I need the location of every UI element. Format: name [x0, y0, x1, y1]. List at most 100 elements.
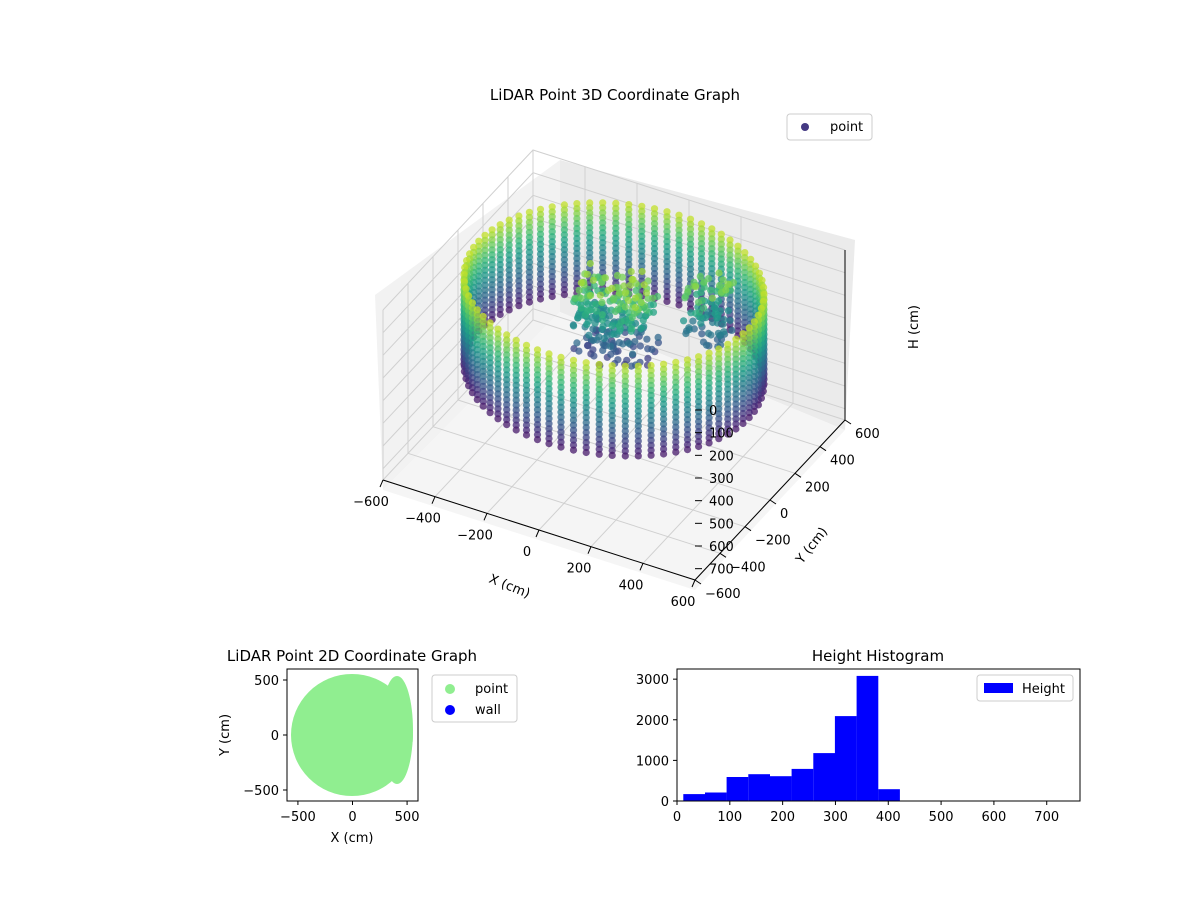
- point-3d: [481, 296, 489, 304]
- point-3d: [732, 400, 740, 408]
- point-3d: [629, 350, 637, 358]
- point-3d: [533, 376, 542, 384]
- point-3d: [621, 377, 629, 385]
- point-3d: [638, 262, 646, 270]
- point-3d: [573, 200, 581, 208]
- point-3d: [715, 435, 723, 443]
- point-3d: [732, 360, 740, 368]
- point-3d: [586, 204, 594, 212]
- point-3d: [734, 302, 742, 310]
- point-3d: [533, 436, 542, 444]
- point-3d: [582, 443, 590, 452]
- point-3d: [515, 267, 523, 275]
- point-3d: [595, 430, 603, 438]
- point-3d: [634, 422, 642, 430]
- point-3d: [697, 250, 706, 258]
- point-3d: [660, 425, 668, 433]
- point-3d: [522, 431, 531, 439]
- point-3d: [473, 336, 481, 344]
- y-axis-label-2d: Y (cm): [218, 714, 233, 757]
- point-3d: [486, 334, 494, 342]
- point-3d: [488, 226, 496, 234]
- point-3d: [557, 373, 565, 381]
- point-3d: [621, 442, 629, 450]
- point-3d: [570, 322, 578, 330]
- point-3d: [503, 421, 511, 429]
- point-3d: [488, 266, 496, 274]
- point-3d: [473, 311, 481, 319]
- point-3d: [473, 346, 481, 354]
- point-3d: [745, 359, 753, 367]
- point-3d: [705, 429, 713, 437]
- y-tick-label-3d: 400: [830, 454, 855, 469]
- point-3d: [569, 381, 578, 389]
- point-3d: [663, 233, 671, 241]
- point-3d: [724, 375, 732, 383]
- point-3d: [754, 311, 763, 319]
- point-3d: [683, 381, 692, 389]
- point-3d: [586, 219, 594, 227]
- point-3d: [473, 331, 481, 339]
- point-3d: [525, 283, 534, 291]
- point-3d: [608, 416, 616, 425]
- point-3d: [745, 379, 753, 387]
- point-3d: [745, 334, 753, 342]
- point-3d: [621, 402, 629, 410]
- legend-2d-wall-marker: [445, 705, 455, 715]
- point-3d: [512, 351, 520, 359]
- point-3d: [663, 297, 671, 305]
- x-tick-label-3d: 0: [523, 545, 531, 560]
- point-3d: [683, 391, 692, 399]
- y-tick-mark-3d: [719, 552, 727, 558]
- point-3d: [512, 361, 520, 369]
- point-3d: [719, 276, 727, 284]
- point-3d: [745, 344, 753, 352]
- point-3d: [726, 246, 734, 254]
- point-3d: [695, 353, 703, 361]
- point-3d: [573, 209, 581, 218]
- point-3d: [488, 276, 496, 284]
- x-tick-label-histogram: 200: [770, 810, 795, 825]
- point-3d: [634, 402, 642, 410]
- point-3d: [724, 390, 732, 398]
- point-3d: [569, 391, 578, 399]
- point-3d: [608, 441, 616, 450]
- point-3d: [575, 347, 583, 355]
- point-3d: [486, 364, 494, 372]
- point-3d: [486, 374, 494, 382]
- point-3d: [582, 448, 590, 457]
- y-tick-label-2d: −500: [243, 784, 279, 799]
- point-3d: [612, 234, 620, 242]
- point-3d: [481, 271, 489, 279]
- point-3d: [734, 312, 742, 320]
- y-tick-mark-3d: [844, 419, 852, 425]
- point-3d: [479, 387, 487, 395]
- point-3d: [625, 245, 633, 253]
- point-3d: [650, 245, 659, 253]
- point-3d: [612, 229, 620, 237]
- x-tick-mark-3d: [483, 513, 488, 521]
- point-3d: [663, 223, 671, 231]
- point-3d: [631, 338, 639, 346]
- point-3d: [536, 290, 545, 298]
- point-3d: [634, 417, 642, 425]
- point-3d: [715, 297, 723, 305]
- point-3d: [586, 244, 594, 252]
- point-3d: [650, 279, 659, 288]
- point-3d: [488, 281, 496, 289]
- point-3d: [734, 272, 742, 280]
- point-3d: [726, 241, 734, 249]
- point-3d: [695, 393, 703, 401]
- point-3d: [525, 208, 534, 216]
- point-3d: [479, 327, 487, 335]
- point-3d: [686, 220, 695, 228]
- point-3d: [739, 395, 747, 403]
- point-3d: [585, 331, 593, 339]
- point-3d: [608, 362, 616, 370]
- point-3d: [739, 409, 747, 418]
- point-3d: [650, 284, 659, 293]
- point-3d: [586, 214, 594, 222]
- point-3d: [708, 255, 716, 263]
- point-3d: [488, 231, 496, 239]
- x-tick-mark-3d: [535, 529, 540, 538]
